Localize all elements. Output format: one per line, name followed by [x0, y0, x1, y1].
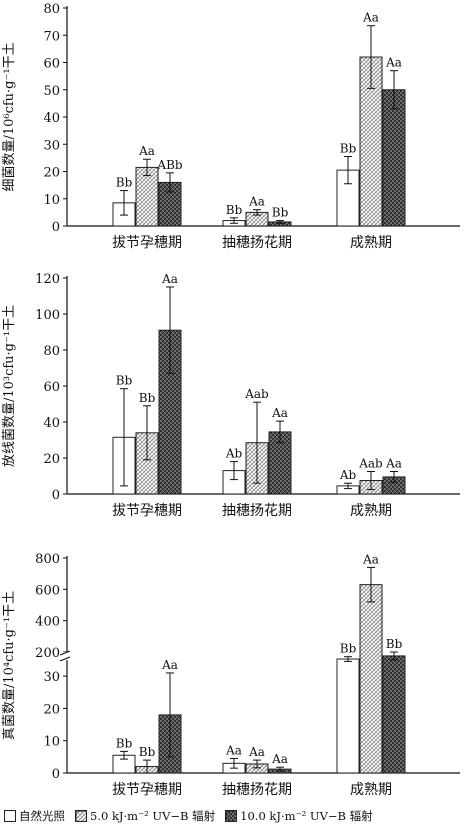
x-category-label: 拔节孕穗期: [112, 503, 182, 519]
y-tick-label: 80: [43, 2, 60, 17]
legend-label: 自然光照: [19, 809, 65, 823]
bar: [382, 89, 406, 227]
chart-panel-3: 0 10 20 30 200 400 600 800 真菌数量/10⁴cfu·g⁻¹干土拔节孕穗…: [2, 552, 460, 798]
legend-label: 10.0 kJ·m⁻² UV−B 辐射: [240, 809, 373, 823]
y-tick-label: 70: [43, 29, 60, 44]
significance-label: Aa: [225, 743, 242, 757]
bar: [382, 655, 406, 774]
significance-label: Bb: [226, 203, 243, 217]
bar: [336, 658, 360, 774]
x-category-label: 抽穗扬花期: [222, 235, 292, 251]
significance-label: Aa: [385, 56, 402, 70]
significance-label: Aa: [248, 195, 265, 209]
significance-label: Aa: [271, 406, 288, 420]
significance-label: Bb: [272, 206, 289, 220]
y-tick-label: 200: [35, 646, 60, 661]
significance-label: Aa: [362, 552, 379, 566]
legend-item-uvb-5: 5.0 kJ·m⁻² UV−B 辐射: [75, 808, 215, 824]
significance-label: Ab: [339, 468, 357, 482]
y-tick-label: 80: [43, 344, 60, 359]
significance-label: Aa: [248, 745, 265, 759]
y-tick-label: 20: [43, 702, 60, 717]
significance-label: Aa: [362, 11, 379, 25]
y-tick-label: 40: [43, 416, 60, 431]
significance-label: Ab: [225, 447, 243, 461]
significance-label: Bb: [116, 736, 133, 750]
y-tick-label: 20: [43, 166, 60, 181]
x-category-label: 抽穗扬花期: [222, 503, 292, 519]
x-category-label: 抽穗扬花期: [222, 782, 292, 798]
x-category-label: 成熟期: [350, 503, 392, 519]
y-tick-label: 10: [43, 735, 60, 750]
legend-swatch-white: [4, 810, 16, 822]
x-category-label: 成熟期: [350, 782, 392, 798]
significance-label: Bb: [340, 142, 357, 156]
y-tick-label: 120: [35, 272, 60, 287]
legend-swatch-light: [75, 810, 87, 822]
legend-label: 5.0 kJ·m⁻² UV−B 辐射: [90, 809, 216, 823]
y-tick-label: 60: [43, 380, 60, 395]
significance-label: Aab: [244, 387, 269, 401]
significance-label: Aa: [161, 658, 178, 672]
y-tick-label: 10: [43, 193, 60, 208]
significance-label: Bb: [139, 391, 156, 405]
significance-label: Aa: [138, 144, 155, 158]
legend: 自然光照 5.0 kJ·m⁻² UV−B 辐射 10.0 kJ·m⁻² UV−B…: [4, 806, 464, 826]
y-tick-label: 0: [52, 488, 60, 503]
y-tick-label: 600: [35, 583, 60, 598]
y-axis-label: 放线菌数量/10³cfu·g⁻¹干土: [2, 305, 17, 467]
bar: [359, 584, 383, 774]
y-tick-label: 100: [35, 308, 60, 323]
y-tick-label: 20: [43, 452, 60, 467]
x-category-label: 成熟期: [350, 235, 392, 251]
figure: 01020304050607080细菌数量/10⁶cfu·g⁻¹干土拔节孕穗期抽…: [2, 2, 460, 798]
bar: [135, 166, 159, 227]
y-tick-label: 60: [43, 57, 60, 72]
y-tick-label: 400: [35, 615, 60, 630]
legend-item-uvb-10: 10.0 kJ·m⁻² UV−B 辐射: [225, 808, 373, 824]
significance-label: Bb: [139, 745, 156, 759]
significance-label: ABb: [156, 158, 182, 172]
y-tick-label: 0: [52, 220, 60, 235]
significance-label: Bb: [116, 176, 133, 190]
axis-break-marker: [59, 650, 71, 662]
y-axis-label: 真菌数量/10⁴cfu·g⁻¹干土: [2, 591, 17, 740]
y-tick-label: 800: [35, 552, 60, 567]
significance-label: Aa: [271, 752, 288, 766]
y-tick-label: 30: [43, 138, 60, 153]
significance-label: Aa: [161, 272, 178, 286]
significance-label: Bb: [386, 637, 403, 651]
x-category-label: 拔节孕穗期: [112, 782, 182, 798]
x-category-label: 拔节孕穗期: [112, 235, 182, 251]
y-tick-label: 0: [52, 767, 60, 782]
axis-break-gap: [61, 652, 73, 660]
y-tick-label: 50: [43, 84, 60, 99]
legend-item-natural: 自然光照: [4, 808, 65, 824]
legend-swatch-dark: [225, 810, 238, 822]
significance-label: Aab: [358, 457, 383, 471]
significance-label: Aa: [385, 457, 402, 471]
significance-label: Bb: [116, 374, 133, 388]
y-axis-label: 细菌数量/10⁶cfu·g⁻¹干土: [2, 42, 17, 191]
y-tick-label: 40: [43, 111, 60, 126]
y-tick-label: 30: [43, 670, 60, 685]
significance-label: Bb: [340, 642, 357, 656]
